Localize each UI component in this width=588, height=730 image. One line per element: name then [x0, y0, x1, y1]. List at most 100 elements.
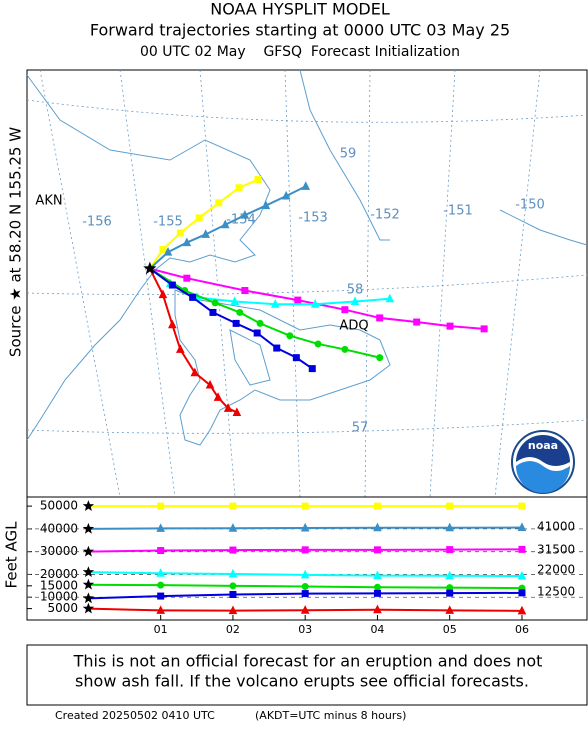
- marker: [518, 502, 526, 510]
- marker: [281, 190, 291, 200]
- marker: [341, 306, 349, 314]
- created: Created 20250502 0410 UTC: [55, 709, 215, 722]
- y-tick-label: 50000: [40, 499, 78, 513]
- marker: [201, 229, 211, 238]
- marker: [228, 605, 238, 615]
- marker: [294, 296, 302, 304]
- marker: [228, 568, 238, 578]
- marker: [376, 314, 384, 322]
- x-tick-label: 03: [298, 623, 312, 636]
- marker: [254, 176, 262, 184]
- coastline: [26, 69, 588, 446]
- y-tick-label: 20000: [40, 567, 78, 581]
- marker: [213, 392, 223, 401]
- marker: [158, 289, 168, 299]
- marker: [232, 319, 240, 327]
- map-grid: [26, 69, 588, 498]
- lon-label: -151: [443, 204, 473, 219]
- marker: [517, 570, 527, 580]
- right-label: 12500: [537, 585, 575, 599]
- marker: [300, 569, 310, 579]
- marker: [229, 546, 237, 554]
- lon-label: -153: [298, 211, 328, 226]
- lon-label: -150: [515, 198, 545, 213]
- marker: [229, 590, 237, 598]
- marker: [446, 502, 454, 510]
- marker: [256, 319, 264, 327]
- marker: [350, 296, 360, 305]
- marker: [373, 502, 381, 510]
- marker: [261, 200, 271, 210]
- marker: [240, 210, 250, 219]
- map-frame: [26, 69, 588, 498]
- marker: [168, 319, 177, 329]
- lon-label: -156: [82, 215, 112, 230]
- marker: [229, 582, 237, 590]
- x-tick-label: 01: [154, 623, 168, 636]
- start-star: [82, 602, 95, 614]
- marker: [157, 592, 165, 600]
- marker: [373, 546, 381, 554]
- marker: [373, 604, 382, 614]
- marker: [446, 322, 454, 330]
- marker: [223, 403, 233, 412]
- marker: [195, 214, 203, 222]
- marker: [300, 605, 310, 614]
- start-star: [82, 545, 95, 557]
- marker: [446, 546, 454, 554]
- marker: [163, 247, 173, 256]
- marker: [286, 332, 294, 340]
- marker: [241, 287, 249, 295]
- marker: [183, 274, 191, 282]
- noaa-logo: noaa: [511, 430, 575, 494]
- source-label: Source ★ at 58.20 N 155.25 W: [7, 127, 25, 357]
- x-tick-label: 05: [443, 623, 457, 636]
- marker: [373, 522, 382, 532]
- marker: [159, 245, 167, 253]
- start-star: [82, 592, 95, 604]
- marker: [235, 184, 243, 192]
- marker: [373, 583, 381, 591]
- marker: [205, 379, 215, 389]
- disclaimer-box: [26, 644, 588, 706]
- marker: [190, 367, 200, 377]
- marker: [301, 590, 309, 598]
- y-tick-label: 15000: [40, 578, 78, 592]
- disclaimer: show ash fall. If the volcano erupts see…: [75, 672, 529, 691]
- marker: [229, 502, 237, 510]
- marker: [308, 365, 316, 373]
- x-tick-label: 02: [226, 623, 240, 636]
- place-label: AKN: [35, 194, 62, 209]
- marker: [157, 547, 165, 555]
- marker: [480, 325, 488, 333]
- marker: [445, 522, 455, 532]
- trajectories: [143, 176, 488, 416]
- marker: [518, 589, 526, 597]
- disclaimer: This is not an official forecast for an …: [73, 652, 543, 671]
- marker: [300, 522, 310, 532]
- right-label: 31500: [537, 543, 575, 557]
- marker: [182, 237, 192, 247]
- marker: [518, 545, 526, 553]
- lat-label: 58: [347, 283, 364, 298]
- marker: [301, 502, 309, 510]
- marker: [209, 308, 217, 316]
- lon-label: -152: [370, 208, 400, 223]
- logo-text: noaa: [528, 439, 558, 452]
- marker: [373, 570, 382, 580]
- marker: [157, 502, 165, 510]
- marker: [211, 299, 219, 307]
- marker: [446, 589, 454, 597]
- y-tick-label: 40000: [40, 521, 78, 535]
- marker: [230, 296, 240, 305]
- title: NOAA HYSPLIT MODEL: [210, 0, 390, 19]
- marker: [301, 546, 309, 554]
- right-label: 22000: [537, 563, 575, 577]
- marker: [220, 219, 230, 229]
- marker: [156, 568, 165, 577]
- lon-label: -155: [153, 215, 183, 230]
- marker: [314, 340, 322, 348]
- y-tick-label: 10000: [40, 590, 78, 604]
- marker: [517, 605, 527, 615]
